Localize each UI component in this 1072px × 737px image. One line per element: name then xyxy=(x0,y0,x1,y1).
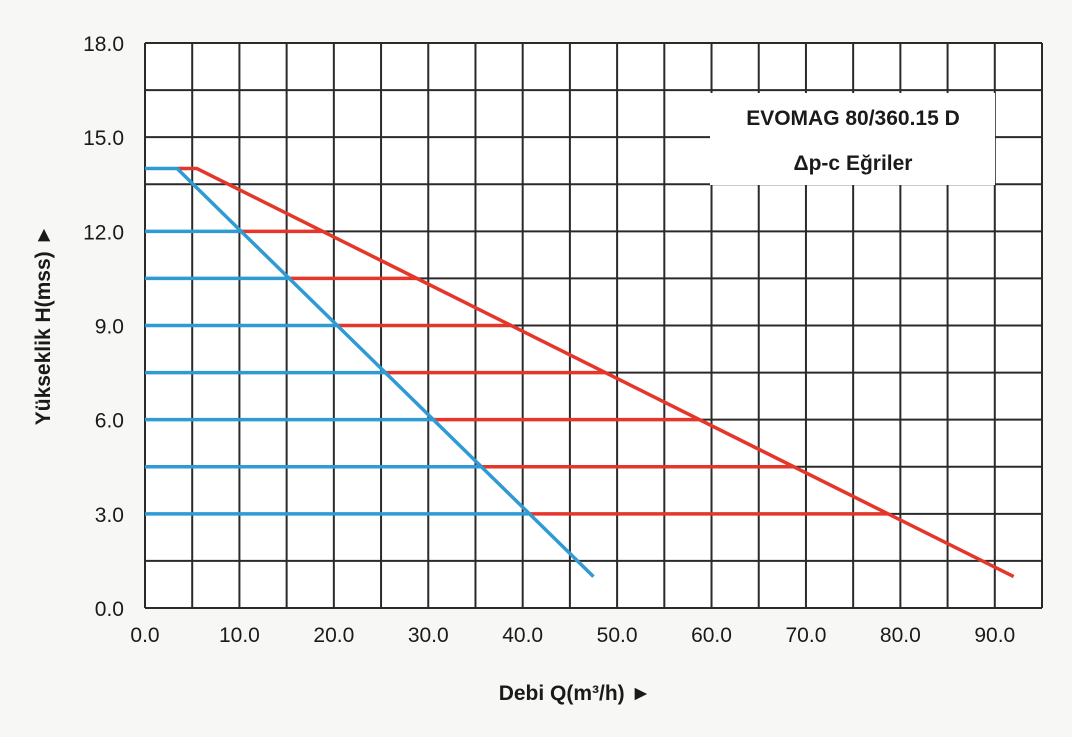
series-line-red xyxy=(177,166,1015,579)
y-tick-label: 3.0 xyxy=(95,504,124,527)
y-tick-label: 0.0 xyxy=(95,598,124,621)
x-tick-label: 80.0 xyxy=(880,624,921,647)
y-tick-label: 12.0 xyxy=(83,221,124,244)
y-tick-label: 18.0 xyxy=(83,33,124,56)
curves xyxy=(145,166,1015,579)
x-axis-ticks: 0.0 10.0 20.0 30.0 40.0 50.0 60.0 70.0 80.0 90.0 xyxy=(130,624,1015,647)
x-tick-label: 40.0 xyxy=(502,624,543,647)
chart-subtitle: Δp-c Eğriler xyxy=(794,152,913,175)
y-tick-label: 9.0 xyxy=(95,316,124,339)
x-tick-label: 20.0 xyxy=(313,624,354,647)
x-tick-label: 50.0 xyxy=(597,624,638,647)
x-tick-label: 30.0 xyxy=(408,624,449,647)
y-axis-ticks: 0.0 3.0 6.0 9.0 12.0 15.0 18.0 xyxy=(83,33,124,621)
y-axis-label: Yükseklik H(mss) ► xyxy=(32,225,55,426)
y-tick-label: 6.0 xyxy=(95,410,124,433)
x-tick-label: 60.0 xyxy=(691,624,732,647)
legend-box xyxy=(710,93,995,185)
x-tick-label: 10.0 xyxy=(219,624,260,647)
chart-title: EVOMAG 80/360.15 D xyxy=(746,107,960,130)
series-line-blue xyxy=(145,166,595,578)
x-tick-label: 0.0 xyxy=(130,624,159,647)
x-axis-label: Debi Q(m³/h) ► xyxy=(499,682,652,705)
y-tick-label: 15.0 xyxy=(83,127,124,150)
x-tick-label: 70.0 xyxy=(786,624,827,647)
x-tick-label: 90.0 xyxy=(974,624,1015,647)
